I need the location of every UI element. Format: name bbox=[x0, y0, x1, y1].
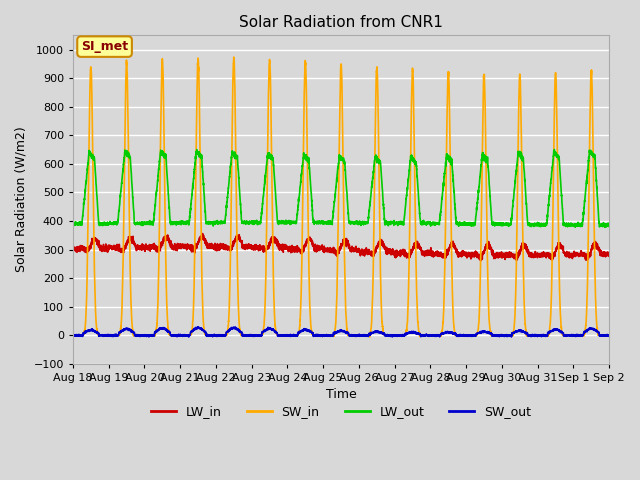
SW_out bbox=[492, 333, 500, 339]
LW_out bbox=[166, 204, 173, 210]
LW_in bbox=[461, 252, 469, 258]
Line: LW_out: LW_out bbox=[73, 150, 609, 227]
Line: SW_in: SW_in bbox=[73, 57, 609, 337]
SW_out bbox=[195, 324, 202, 330]
SW_in bbox=[69, 332, 77, 338]
LW_in bbox=[605, 251, 613, 256]
SW_out bbox=[461, 333, 469, 338]
LW_in bbox=[477, 258, 484, 264]
SW_in bbox=[321, 332, 329, 338]
Legend: LW_in, SW_in, LW_out, SW_out: LW_in, SW_in, LW_out, SW_out bbox=[146, 400, 536, 423]
SW_in bbox=[605, 332, 613, 338]
Line: SW_out: SW_out bbox=[73, 327, 609, 337]
SW_in bbox=[492, 332, 500, 338]
SW_out bbox=[166, 329, 173, 335]
LW_out bbox=[601, 224, 609, 230]
SW_out bbox=[321, 333, 329, 339]
LW_in bbox=[321, 245, 329, 251]
SW_in bbox=[461, 332, 469, 338]
LW_in bbox=[166, 237, 173, 243]
LW_out bbox=[605, 223, 612, 229]
LW_out bbox=[69, 219, 77, 225]
SW_in bbox=[432, 332, 440, 338]
SW_in bbox=[365, 334, 373, 340]
LW_out bbox=[461, 219, 469, 225]
Y-axis label: Solar Radiation (W/m2): Solar Radiation (W/m2) bbox=[15, 127, 28, 273]
Text: SI_met: SI_met bbox=[81, 40, 128, 53]
LW_out bbox=[321, 220, 329, 226]
SW_out bbox=[185, 334, 193, 340]
SW_out bbox=[605, 333, 613, 339]
SW_out bbox=[432, 333, 440, 338]
LW_out bbox=[605, 223, 613, 229]
LW_out bbox=[431, 222, 439, 228]
X-axis label: Time: Time bbox=[326, 388, 356, 401]
LW_in bbox=[431, 252, 439, 258]
Title: Solar Radiation from CNR1: Solar Radiation from CNR1 bbox=[239, 15, 443, 30]
SW_in bbox=[230, 54, 237, 60]
LW_out bbox=[492, 220, 499, 226]
LW_in bbox=[199, 231, 207, 237]
Line: LW_in: LW_in bbox=[73, 234, 609, 261]
LW_in bbox=[605, 252, 612, 258]
SW_out bbox=[69, 333, 77, 338]
SW_out bbox=[605, 332, 612, 338]
SW_in bbox=[166, 332, 173, 337]
LW_in bbox=[69, 244, 77, 250]
LW_in bbox=[492, 251, 500, 256]
LW_out bbox=[550, 147, 558, 153]
SW_in bbox=[605, 332, 612, 338]
